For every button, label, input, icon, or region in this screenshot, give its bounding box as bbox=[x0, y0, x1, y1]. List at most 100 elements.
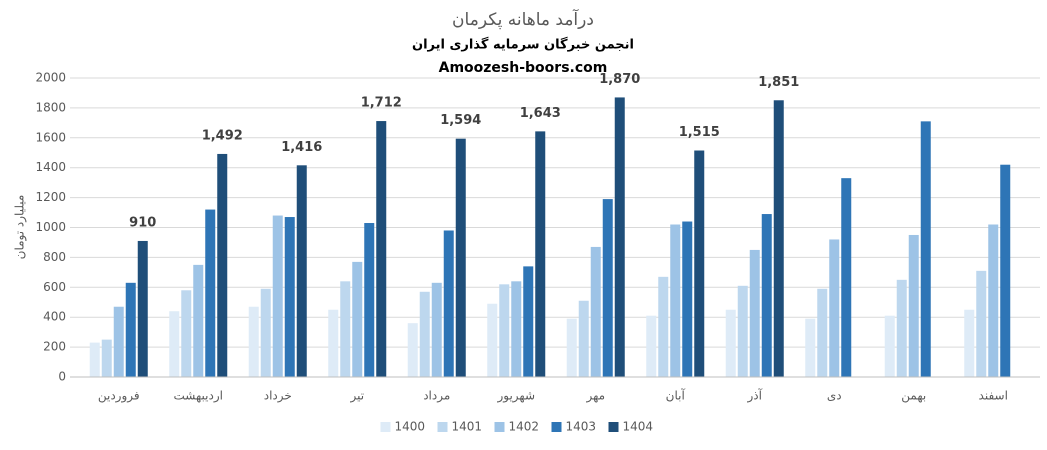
y-tick-label: 1000 bbox=[35, 220, 66, 234]
x-tick-label: بهمن bbox=[901, 389, 926, 404]
x-tick-label: مهر bbox=[585, 389, 605, 404]
legend-label: 1404 bbox=[623, 420, 654, 434]
bar bbox=[737, 285, 748, 377]
x-tick-label: اسفند bbox=[979, 389, 1008, 403]
legend-swatch bbox=[494, 422, 505, 432]
bar bbox=[376, 121, 387, 377]
bar bbox=[328, 309, 339, 377]
bar bbox=[773, 100, 784, 377]
y-tick-label: 1800 bbox=[35, 100, 66, 114]
x-tick-label: مرداد bbox=[423, 389, 450, 404]
chart-subtitle: انجمن خبرگان سرمایه گذاری ایران bbox=[412, 37, 634, 53]
y-tick-label: 400 bbox=[43, 310, 66, 324]
bar bbox=[566, 318, 577, 377]
y-tick-label: 200 bbox=[43, 340, 66, 354]
y-tick-label: 600 bbox=[43, 280, 66, 294]
bar bbox=[670, 224, 681, 377]
x-tick-label: آبان bbox=[666, 388, 686, 403]
bar bbox=[284, 217, 295, 377]
bar bbox=[89, 342, 100, 377]
bar bbox=[296, 165, 307, 377]
bar bbox=[137, 240, 148, 377]
x-tick-label: شهریور bbox=[496, 389, 535, 404]
data-label: 1,643 bbox=[520, 106, 561, 121]
bar bbox=[646, 315, 657, 377]
x-tick-label: خرداد bbox=[264, 389, 292, 404]
legend-label: 1403 bbox=[566, 420, 597, 434]
y-tick-label: 800 bbox=[43, 250, 66, 264]
y-tick-label: 2000 bbox=[35, 71, 66, 85]
bar bbox=[101, 339, 112, 377]
bar bbox=[614, 97, 625, 377]
bar bbox=[443, 230, 454, 377]
bar bbox=[761, 214, 772, 377]
bar bbox=[352, 261, 363, 377]
y-axis-label: میلیارد تومان bbox=[13, 195, 28, 260]
bar bbox=[455, 138, 466, 377]
data-label: 1,594 bbox=[440, 113, 481, 128]
bar bbox=[829, 239, 840, 377]
legend-swatch bbox=[437, 422, 448, 432]
bar bbox=[908, 234, 919, 377]
bar bbox=[964, 309, 975, 377]
bar bbox=[988, 224, 999, 377]
x-tick-label: اردیبهشت bbox=[174, 389, 223, 404]
bar bbox=[260, 288, 271, 377]
x-tick-label: تیر bbox=[349, 389, 364, 404]
legend-label: 1402 bbox=[509, 420, 540, 434]
chart-source: Amoozesh-boors.com bbox=[439, 60, 608, 76]
bar bbox=[499, 284, 510, 377]
bar bbox=[694, 150, 705, 377]
x-tick-label: فروردین bbox=[98, 389, 140, 404]
bar bbox=[1000, 164, 1011, 377]
bar bbox=[805, 318, 816, 377]
data-label: 910 bbox=[129, 215, 156, 230]
bar bbox=[535, 131, 546, 377]
bar bbox=[725, 309, 736, 377]
legend-label: 1401 bbox=[452, 420, 483, 434]
bar bbox=[419, 291, 430, 377]
bar bbox=[487, 303, 498, 377]
data-label: 1,870 bbox=[599, 72, 640, 87]
bar bbox=[431, 282, 442, 377]
data-label: 1,851 bbox=[758, 75, 799, 90]
bar bbox=[920, 121, 931, 377]
data-label: 1,515 bbox=[679, 125, 720, 140]
bar bbox=[682, 221, 693, 377]
legend-label: 1400 bbox=[395, 420, 426, 434]
bar bbox=[364, 223, 375, 377]
legend-swatch bbox=[551, 422, 562, 432]
bar bbox=[272, 215, 283, 377]
y-tick-label: 1600 bbox=[35, 130, 66, 144]
bar bbox=[896, 279, 907, 377]
x-tick-label: دی bbox=[827, 389, 842, 403]
y-tick-label: 1200 bbox=[35, 190, 66, 204]
bar bbox=[169, 311, 180, 377]
bar bbox=[340, 281, 351, 377]
bar bbox=[578, 300, 589, 377]
legend-swatch bbox=[380, 422, 391, 432]
bar bbox=[602, 199, 613, 377]
legend-swatch bbox=[608, 422, 619, 432]
bar bbox=[511, 281, 522, 377]
data-label: 1,416 bbox=[281, 140, 322, 155]
bar bbox=[248, 306, 259, 377]
data-label: 1,492 bbox=[202, 128, 243, 143]
y-tick-label: 0 bbox=[58, 370, 66, 384]
bar bbox=[884, 315, 895, 377]
bar bbox=[590, 246, 601, 377]
bar bbox=[205, 209, 216, 377]
bar bbox=[407, 323, 418, 377]
bar bbox=[125, 282, 136, 377]
bar bbox=[817, 288, 828, 377]
bar bbox=[976, 270, 987, 377]
bar bbox=[841, 178, 852, 377]
bar bbox=[217, 153, 228, 377]
x-tick-label: آذر bbox=[747, 388, 763, 404]
bar bbox=[658, 276, 669, 377]
chart-title: درآمد ماهانه پکرمان bbox=[452, 8, 594, 30]
bar bbox=[523, 266, 534, 377]
data-label: 1,712 bbox=[361, 96, 402, 111]
bar bbox=[749, 249, 760, 377]
